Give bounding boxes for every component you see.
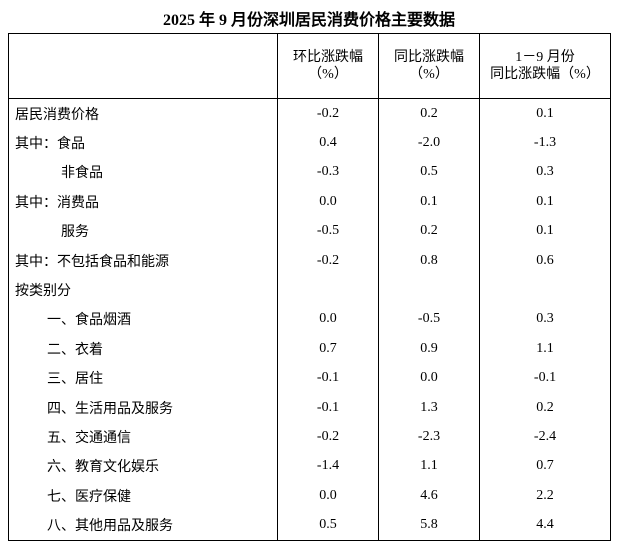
table-row: 其中：食品 0.4 -2.0 -1.3 — [8, 128, 611, 158]
value-cell: -2.0 — [378, 128, 480, 158]
value-cell: -0.1 — [277, 363, 379, 393]
value-cell: -0.3 — [277, 157, 379, 188]
value-cell: -0.5 — [378, 304, 480, 335]
value-cell: -0.2 — [277, 245, 379, 276]
table-row: 三、居住 -0.1 0.0 -0.1 — [8, 363, 611, 393]
value-cell: 0.5 — [378, 157, 480, 188]
value-cell: -1.4 — [277, 451, 379, 482]
header-cell: 环比涨跌幅 （%） — [277, 33, 379, 99]
header-line: 同比涨跌幅（%） — [490, 67, 600, 82]
value-cell: 0.0 — [277, 481, 379, 511]
label-cell: 其中：食品 — [8, 128, 278, 158]
label-cell: 其中：消费品 — [8, 187, 278, 217]
value-cell: 0.5 — [277, 510, 379, 541]
table-row: 五、交通通信 -0.2 -2.3 -2.4 — [8, 422, 611, 452]
header-cell: 1－9 月份同比涨跌幅（%） — [479, 33, 611, 99]
header-cell: 同比涨跌幅 （%） — [378, 33, 480, 99]
value-cell: 0.1 — [378, 187, 480, 217]
label-cell: 三、居住 — [8, 363, 278, 393]
table-row: 其中：不包括食品和能源 -0.2 0.8 0.6 — [8, 245, 611, 276]
value-cell: 0.8 — [378, 245, 480, 276]
value-cell — [378, 275, 480, 305]
value-cell: 0.6 — [479, 245, 611, 276]
label-cell: 七、医疗保健 — [8, 481, 278, 511]
header-line: （%） — [308, 67, 348, 82]
label-cell: 服务 — [8, 216, 278, 246]
table-row: 其中：消费品 0.0 0.1 0.1 — [8, 187, 611, 217]
value-cell: 2.2 — [479, 481, 611, 511]
table-row: 非食品 -0.3 0.5 0.3 — [8, 157, 611, 188]
header-row: 环比涨跌幅 （%） 同比涨跌幅 （%） 1－9 月份 同比涨跌幅（%） — [8, 33, 611, 99]
table-row: 居民消费价格 -0.2 0.2 0.1 — [8, 98, 611, 129]
value-cell: -0.5 — [277, 216, 379, 246]
value-cell: -0.2 — [277, 422, 379, 452]
value-cell: 0.9 — [378, 334, 480, 364]
value-cell: 0.2 — [378, 216, 480, 246]
value-cell: 0.4 — [277, 128, 379, 158]
data-table: 环比涨跌幅 （%） 同比涨跌幅 （%） 1－9 月份 同比涨跌幅（%） 居民消费价格 -0.… — [8, 33, 611, 541]
value-cell: 0.7 — [277, 334, 379, 364]
value-cell: 1.1 — [378, 451, 480, 482]
header-line: （%） — [409, 67, 449, 82]
value-cell: 4.4 — [479, 510, 611, 541]
value-cell: 5.8 — [378, 510, 480, 541]
label-cell: 五、交通通信 — [8, 422, 278, 452]
value-cell: 0.3 — [479, 304, 611, 335]
value-cell: 0.1 — [479, 216, 611, 246]
label-cell: 非食品 — [8, 157, 278, 188]
label-cell: 二、衣着 — [8, 334, 278, 364]
table-row: 七、医疗保健 0.0 4.6 2.2 — [8, 481, 611, 511]
label-cell: 其中：不包括食品和能源 — [8, 245, 278, 276]
value-cell: -2.3 — [378, 422, 480, 452]
value-cell: 4.6 — [378, 481, 480, 511]
value-cell — [479, 275, 611, 305]
value-cell: 1.1 — [479, 334, 611, 364]
value-cell: -0.2 — [277, 98, 379, 129]
title: 2025 年 9 月份深圳居民消费价格主要数据 — [162, 12, 455, 29]
value-cell: 1.3 — [378, 392, 480, 423]
table-row: 八、其他用品及服务 0.5 5.8 4.4 — [8, 510, 611, 541]
table-row: 按类别分 — [8, 275, 611, 305]
label-cell: 按类别分 — [8, 275, 278, 305]
label-cell: 居民消费价格 — [8, 98, 278, 129]
header-line: 同比涨跌幅 — [394, 50, 464, 65]
header-line: 环比涨跌幅 — [293, 50, 363, 65]
table-row: 四、生活用品及服务 -0.1 1.3 0.2 — [8, 392, 611, 423]
value-cell: 0.1 — [479, 187, 611, 217]
value-cell: 0.1 — [479, 98, 611, 129]
value-cell: 0.2 — [378, 98, 480, 129]
value-cell: -0.1 — [479, 363, 611, 393]
label-cell: 一、食品烟酒 — [8, 304, 278, 335]
value-cell: -2.4 — [479, 422, 611, 452]
label-cell: 六、教育文化娱乐 — [8, 451, 278, 482]
value-cell: 0.7 — [479, 451, 611, 482]
value-cell: 0.3 — [479, 157, 611, 188]
table-row: 二、衣着 0.7 0.9 1.1 — [8, 334, 611, 364]
table-row: 六、教育文化娱乐 -1.4 1.1 0.7 — [8, 451, 611, 482]
table-body: 居民消费价格 -0.2 0.2 0.1 其中：食品 0.4 -2.0 -1.3 非食品 -0.3 0… — [8, 98, 611, 541]
value-cell: -0.1 — [277, 392, 379, 423]
label-cell: 四、生活用品及服务 — [8, 392, 278, 423]
header-line: 1－9 月份 — [515, 50, 575, 65]
value-cell: 0.0 — [277, 187, 379, 217]
value-cell — [277, 275, 379, 305]
value-cell: 0.0 — [277, 304, 379, 335]
table-row: 服务 -0.5 0.2 0.1 — [8, 216, 611, 246]
label-cell: 八、其他用品及服务 — [8, 510, 278, 541]
value-cell: 0.0 — [378, 363, 480, 393]
table-row: 一、食品烟酒 0.0 -0.5 0.3 — [8, 304, 611, 335]
value-cell: -1.3 — [479, 128, 611, 158]
header-cell — [8, 33, 278, 99]
value-cell: 0.2 — [479, 392, 611, 423]
